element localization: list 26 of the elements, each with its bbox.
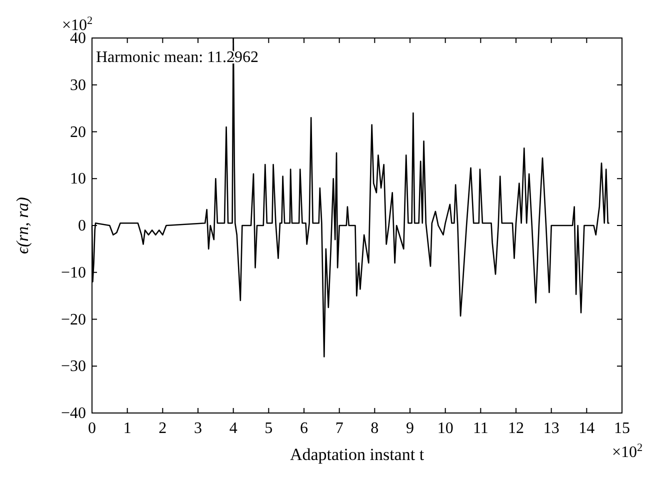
x-tick-label: 5 (264, 420, 273, 437)
x-tick-label: 11 (472, 420, 488, 437)
y-tick-label: 20 (70, 124, 86, 141)
y-tick-label: −40 (60, 405, 86, 422)
x-tick-label: 10 (437, 420, 454, 437)
x-tick-label: 8 (370, 420, 379, 437)
y-tick-label: −30 (60, 358, 86, 376)
y-tick-label: −10 (60, 264, 86, 282)
x-tick-label: 2 (158, 420, 167, 437)
y-tick-label: −20 (60, 311, 86, 328)
y-axis-title: ϵ(rn, ra) (13, 196, 32, 254)
x-tick-label: 3 (194, 420, 202, 437)
x-tick-label: 15 (614, 420, 630, 437)
x-tick-label: 6 (300, 420, 308, 437)
x-tick-label: 14 (578, 420, 595, 437)
x-axis-title: Adaptation instant t (290, 445, 424, 464)
y-tick-label: 10 (70, 170, 86, 188)
x-tick-label: 9 (406, 420, 414, 437)
text: ×10$^{2}$ (612, 442, 643, 461)
x-tick-label: 13 (543, 420, 560, 437)
x-tick-label: 7 (335, 420, 344, 437)
y-tick-label: 30 (70, 76, 86, 94)
x-tick-label: 4 (229, 420, 238, 437)
x-tick-label: 12 (508, 420, 524, 437)
x-tick-label: 1 (123, 420, 132, 437)
y-tick-label: 0 (78, 218, 86, 234)
